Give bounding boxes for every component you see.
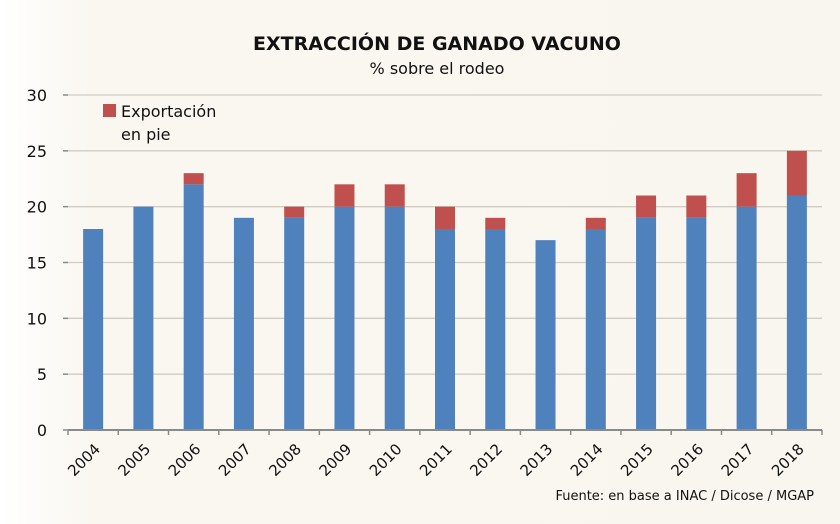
x-axis: 2004 2005 2006 2007 2008 2009 2010 2011 2012 2013…	[64, 429, 823, 480]
legend: Exportación en pie	[103, 102, 216, 144]
x-tick-label: 2007	[215, 440, 255, 480]
x-tick-label: 2009	[316, 440, 356, 480]
y-tick-label: 0	[37, 421, 47, 440]
bar-exportacion-2018	[786, 150, 807, 196]
bar-exportacion-2012	[485, 217, 506, 229]
bars	[83, 150, 807, 430]
bar-faena-2007	[233, 217, 254, 430]
bar-exportacion-2008	[284, 206, 305, 218]
x-tick-label: 2010	[366, 440, 406, 480]
bar-faena-2008	[284, 217, 305, 430]
y-tick-label: 25	[27, 142, 47, 161]
source-note: Fuente: en base a INAC / Dicose / MGAP	[555, 489, 814, 504]
bar-exportacion-2017	[736, 173, 757, 207]
bar-faena-2017	[736, 206, 757, 430]
bar-faena-2004	[83, 229, 104, 430]
bar-faena-2010	[384, 206, 405, 430]
bar-faena-2018	[786, 195, 807, 430]
bar-exportacion-2014	[585, 217, 606, 229]
chart-subtitle: % sobre el rodeo	[370, 59, 505, 78]
bar-faena-2005	[133, 206, 154, 430]
y-tick-label: 15	[27, 254, 47, 273]
y-tick-label: 30	[27, 86, 47, 105]
legend-label-line1: Exportación	[121, 102, 216, 121]
legend-label-line2: en pie	[121, 125, 171, 144]
y-tick-label: 10	[27, 309, 47, 328]
bar-exportacion-2016	[686, 195, 707, 218]
bar-faena-2015	[636, 217, 657, 430]
y-axis: 0 5 10 15 20 25 30	[27, 86, 68, 440]
x-tick-label: 2018	[768, 440, 808, 480]
bar-exportacion-2009	[334, 184, 355, 207]
bar-faena-2009	[334, 206, 355, 430]
y-tick-label: 5	[37, 365, 47, 384]
bar-faena-2016	[686, 217, 707, 430]
bar-faena-2013	[535, 240, 556, 430]
bar-exportacion-2006	[183, 173, 204, 185]
x-tick-label: 2011	[416, 440, 456, 480]
x-tick-label: 2016	[667, 440, 707, 480]
bar-faena-2006	[183, 184, 204, 430]
x-tick-label: 2005	[114, 440, 154, 480]
bar-exportacion-2011	[435, 206, 455, 229]
y-tick-label: 20	[27, 198, 47, 217]
legend-swatch-exportacion	[103, 104, 116, 117]
x-tick-label: 2012	[466, 440, 506, 480]
x-tick-label: 2013	[517, 440, 557, 480]
x-tick-label: 2014	[567, 440, 607, 480]
x-tick-label: 2008	[265, 440, 305, 480]
x-tick-label: 2006	[165, 440, 205, 480]
bar-exportacion-2015	[636, 195, 657, 218]
chart-title: EXTRACCIÓN DE GANADO VACUNO	[253, 31, 621, 55]
bar-faena-2011	[435, 229, 455, 430]
bar-faena-2014	[585, 229, 606, 430]
bar-exportacion-2010	[384, 184, 405, 207]
x-tick-label: 2017	[718, 440, 758, 480]
x-tick-label: 2004	[64, 440, 104, 480]
bar-faena-2012	[485, 229, 506, 430]
x-tick-label: 2015	[617, 440, 657, 480]
